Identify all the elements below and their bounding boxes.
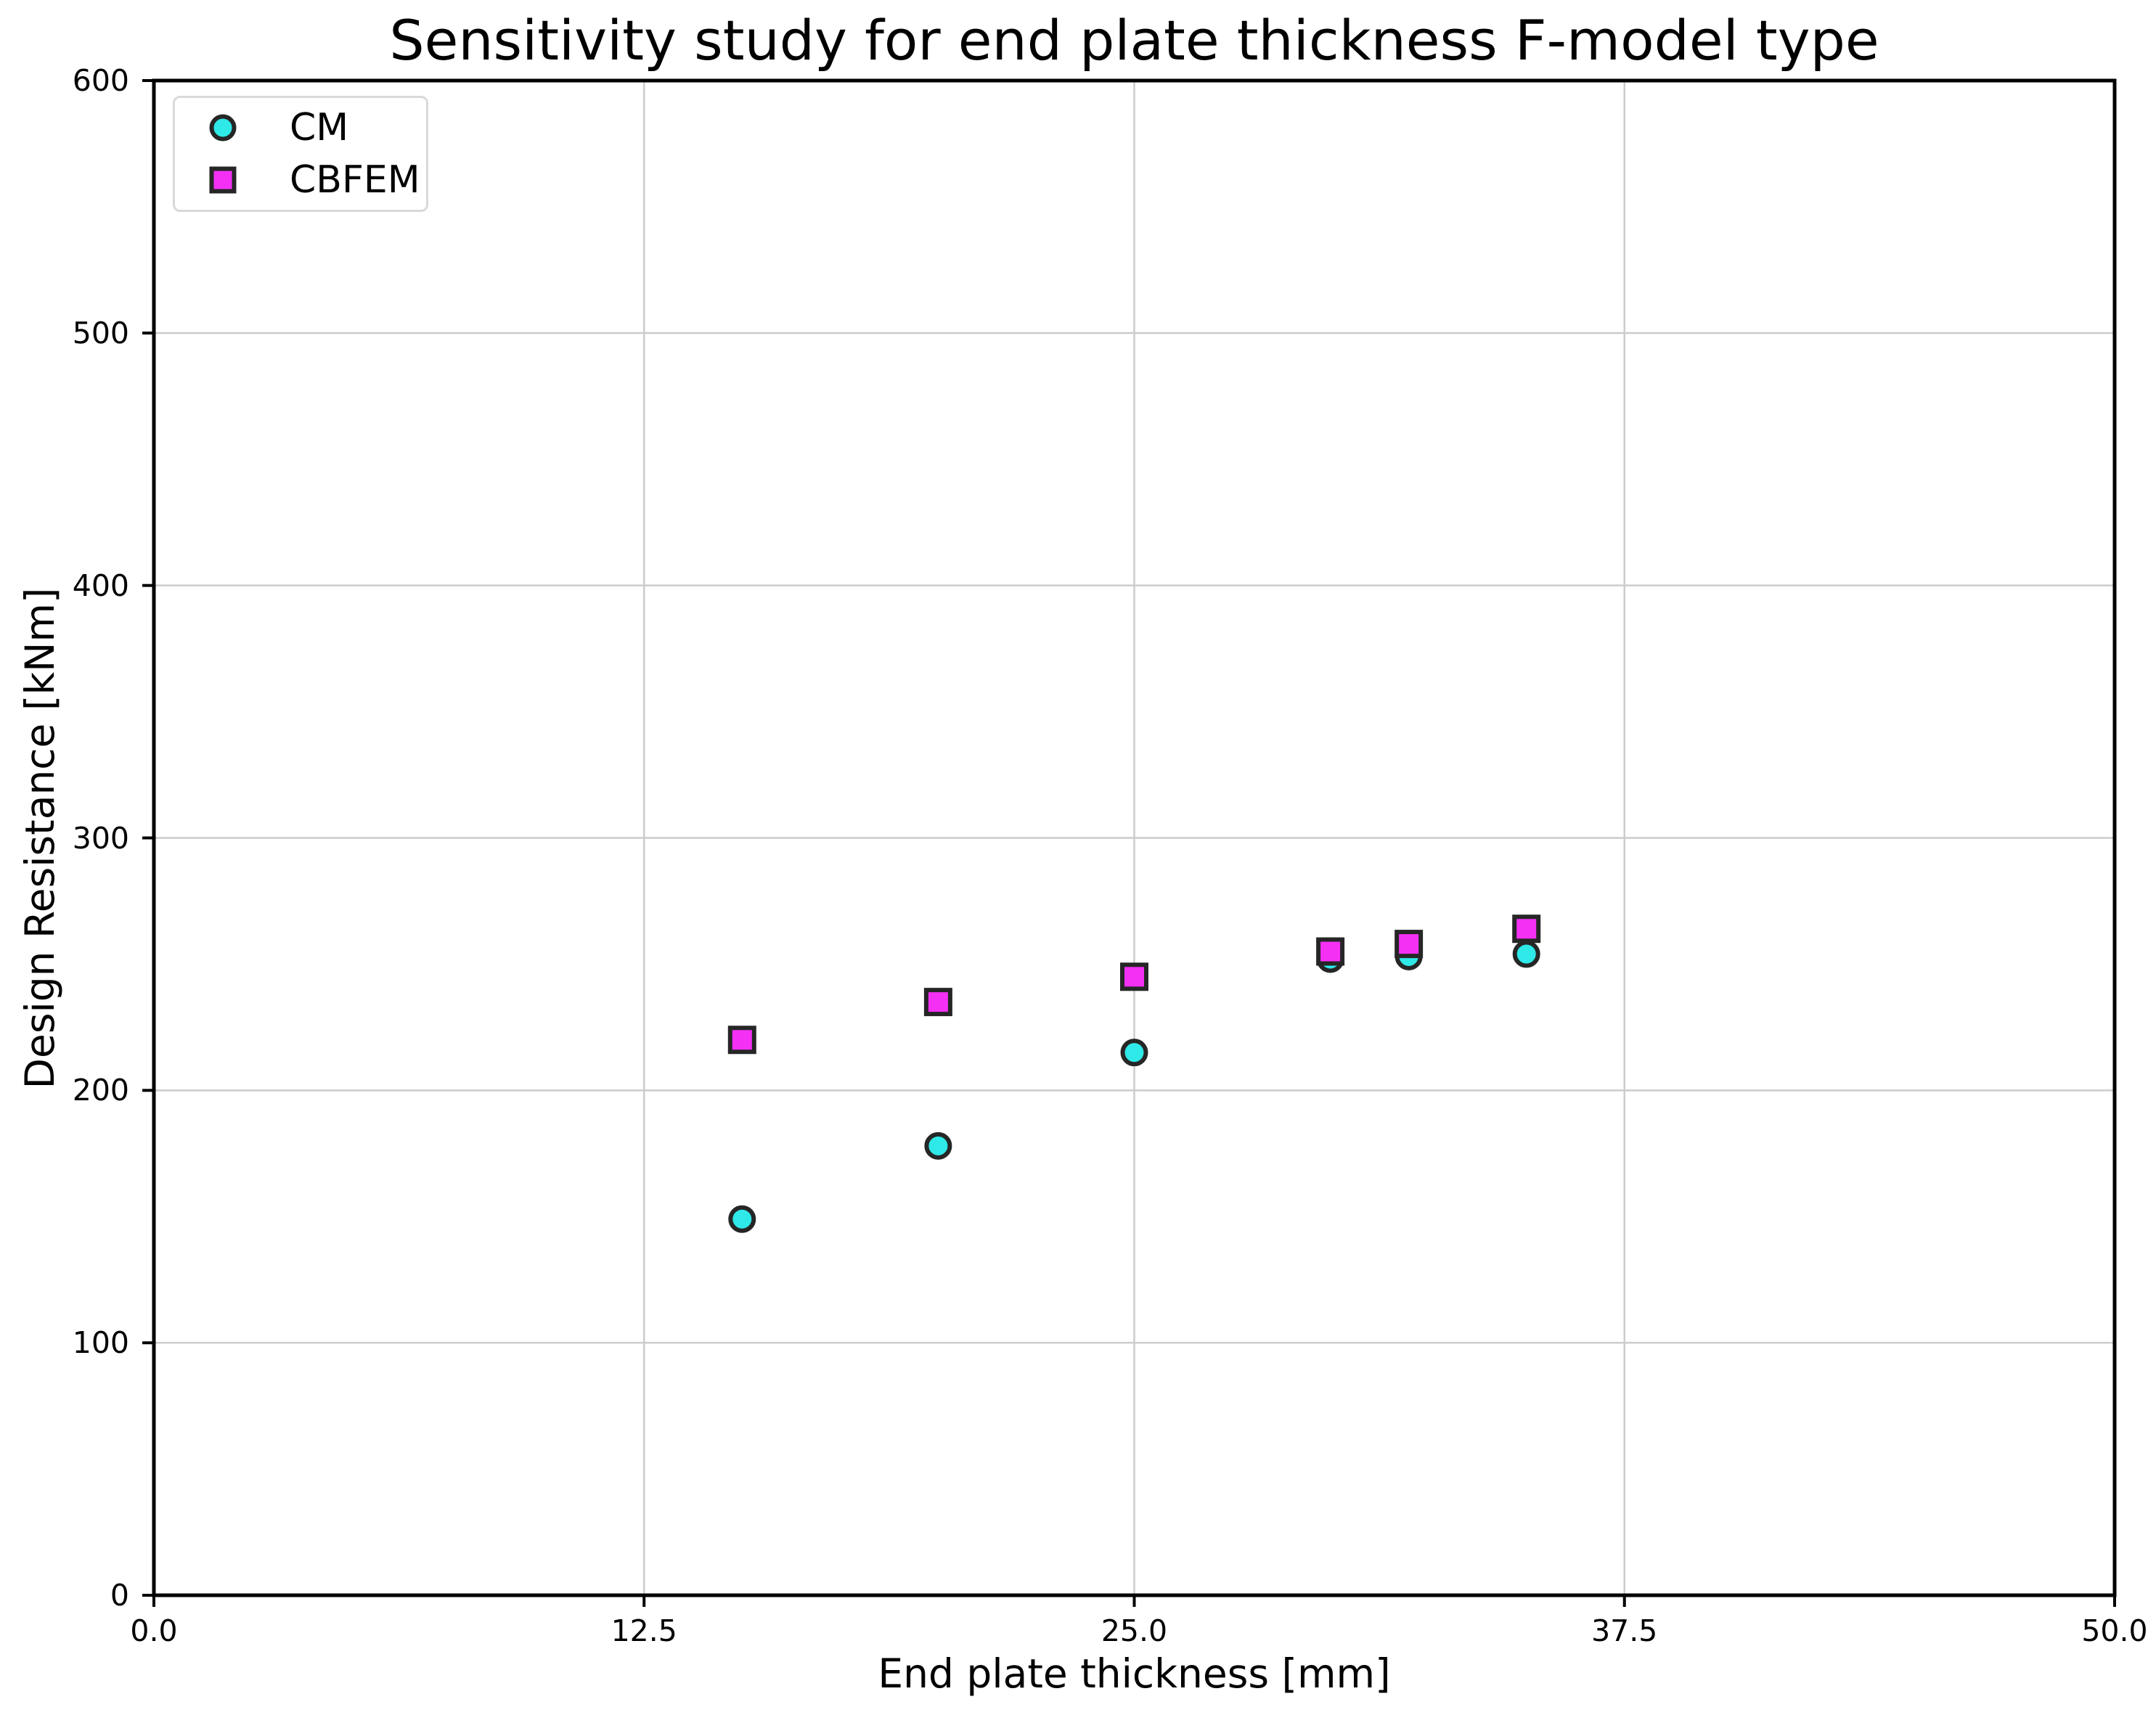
legend-item-cm: CM [175, 105, 426, 151]
cbfem-point [1395, 930, 1424, 959]
y-tick-label: 0 [110, 1578, 129, 1613]
cbfem-point [727, 1026, 756, 1055]
y-tick-label: 300 [72, 820, 129, 856]
x-axis-label: End plate thickness [mm] [878, 1650, 1391, 1697]
legend-label-cbfem: CBFEM [290, 158, 420, 202]
x-tick-label: 0.0 [130, 1613, 178, 1648]
y-tick-label: 200 [72, 1073, 129, 1108]
cbfem-point [1120, 962, 1148, 991]
y-tick-label: 600 [72, 63, 129, 98]
cm-point [728, 1205, 756, 1233]
axes-spines [152, 78, 2117, 1597]
x-tick-label: 50.0 [2081, 1613, 2148, 1648]
x-tick-label: 25.0 [1101, 1613, 1168, 1648]
x-tick-label: 37.5 [1591, 1613, 1658, 1648]
cbfem-point [1512, 914, 1541, 944]
y-tick-label: 400 [72, 568, 129, 603]
legend-label-cm: CM [290, 105, 349, 150]
cbfem-point [923, 988, 952, 1017]
cm-point [924, 1131, 952, 1160]
legend-item-cbfem: CBFEM [175, 157, 426, 203]
cm-point [1120, 1039, 1148, 1067]
chart-title: Sensitivity study for end plate thicknes… [389, 8, 1879, 73]
legend: CM CBFEM [173, 96, 428, 212]
cbfem-point [1316, 937, 1345, 966]
x-tick-label: 12.5 [611, 1613, 677, 1648]
cbfem-square-marker-icon [209, 166, 237, 194]
cm-point [1512, 940, 1540, 968]
cm-circle-marker-icon [209, 114, 237, 142]
y-tick-label: 500 [72, 315, 129, 351]
y-tick-label: 100 [72, 1325, 129, 1361]
